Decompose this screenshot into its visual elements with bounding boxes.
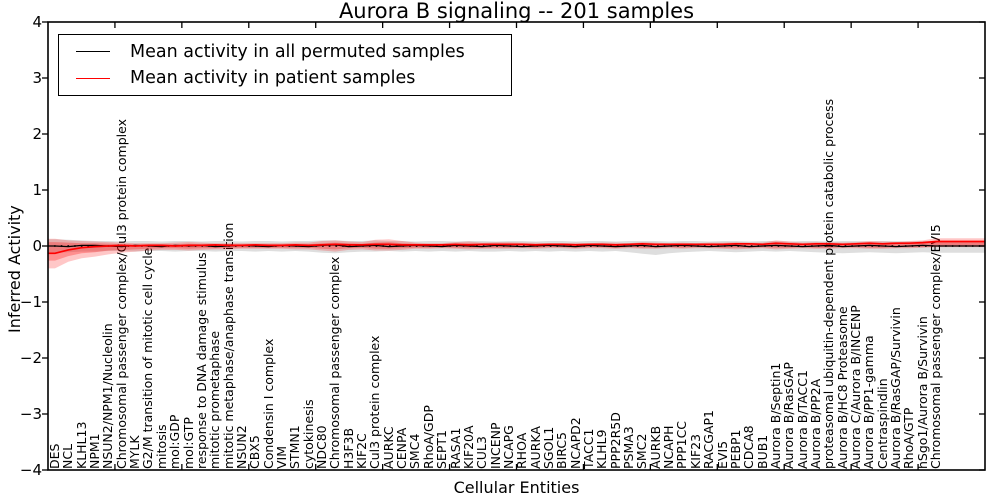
legend-item-permuted: Mean activity in all permuted samples — [59, 42, 511, 62]
y-tick-label: 0 — [32, 237, 42, 255]
y-tick-label: −1 — [19, 293, 42, 311]
legend-label-permuted: Mean activity in all permuted samples — [130, 41, 465, 62]
plot-frame — [47, 21, 986, 471]
permuted-line-swatch — [76, 51, 110, 53]
patient-mean-line — [48, 240, 985, 255]
legend: Mean activity in all permuted samples Me… — [58, 34, 512, 96]
y-tick-label: 4 — [32, 13, 42, 31]
legend-item-patient: Mean activity in patient samples — [59, 68, 511, 88]
patient-line-swatch — [76, 77, 110, 79]
y-tick-label: 2 — [32, 125, 42, 143]
axis-tick-marks — [42, 21, 985, 471]
chart-title: Aurora B signaling -- 201 samples — [338, 0, 695, 23]
legend-label-patient: Mean activity in patient samples — [130, 68, 416, 89]
x-axis-title: Cellular Entities — [453, 478, 580, 497]
y-tick-label: 3 — [32, 69, 42, 87]
y-tick-label: −2 — [19, 349, 42, 367]
y-axis-title: Inferred Activity — [5, 205, 24, 333]
y-tick-label: −4 — [19, 461, 42, 479]
y-tick-label: −3 — [19, 405, 42, 423]
y-tick-label: 1 — [32, 181, 42, 199]
